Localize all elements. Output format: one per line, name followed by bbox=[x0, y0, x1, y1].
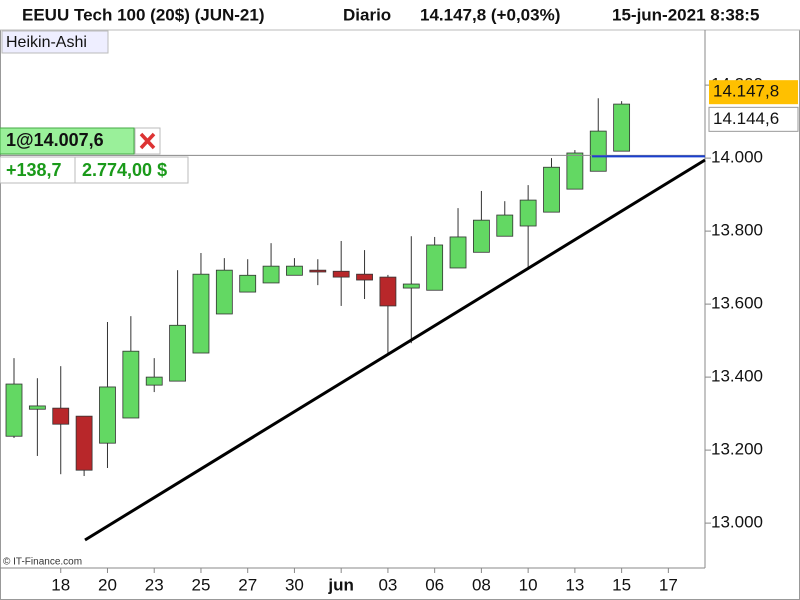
x-tick-label: 15 bbox=[612, 575, 631, 594]
x-tick-label: jun bbox=[327, 575, 354, 594]
candle-body bbox=[262, 265, 280, 284]
candle-body bbox=[145, 376, 163, 386]
close-icon[interactable] bbox=[139, 132, 156, 150]
candle-body bbox=[99, 386, 116, 444]
y-tick-label: 13.400 bbox=[711, 367, 763, 386]
x-tick-label: 30 bbox=[285, 575, 304, 594]
other-price-tag bbox=[708, 106, 799, 132]
x-tick-label: 10 bbox=[519, 575, 538, 594]
candle-body bbox=[239, 274, 257, 293]
position-label: 1@14.007,6 bbox=[6, 130, 104, 150]
last-price-tag bbox=[709, 80, 798, 105]
pnl-amount-box bbox=[74, 156, 189, 184]
x-tick-label: 03 bbox=[378, 575, 397, 594]
candle-body bbox=[309, 269, 327, 273]
pnl-points: +138,7 bbox=[6, 160, 62, 180]
candle-body bbox=[192, 273, 210, 354]
x-tick-label: 18 bbox=[51, 575, 70, 594]
chart-title: EEUU Tech 100 (20$) (JUN-21) bbox=[22, 5, 265, 24]
plot-area: 13.00013.20013.40013.60013.80014.00014.2… bbox=[0, 75, 763, 594]
x-tick-label: 23 bbox=[145, 575, 164, 594]
y-tick-label: 13.800 bbox=[711, 221, 763, 240]
candle-body bbox=[426, 244, 444, 291]
y-tick-label: 13.200 bbox=[711, 440, 763, 459]
candle-body bbox=[5, 383, 23, 437]
candle-body bbox=[75, 415, 93, 471]
y-tick-label: 13.600 bbox=[711, 294, 763, 313]
chart-style: Heikin-Ashi bbox=[6, 34, 87, 51]
close-button[interactable] bbox=[134, 127, 161, 155]
candle-body bbox=[52, 407, 70, 425]
y-tick-label: 13.000 bbox=[711, 513, 763, 532]
candle-body bbox=[379, 276, 397, 307]
candle-body bbox=[28, 405, 46, 410]
period: Diario bbox=[343, 5, 391, 24]
candle-body bbox=[356, 273, 373, 281]
x-tick-label: 17 bbox=[659, 575, 678, 594]
y-tick-label: 14.000 bbox=[711, 148, 763, 167]
timestamp: 15-jun-2021 8:38:5 bbox=[612, 5, 759, 24]
trend-line bbox=[84, 158, 706, 542]
candle-body bbox=[449, 236, 467, 269]
candle-body bbox=[589, 130, 607, 172]
candle-body bbox=[519, 199, 537, 227]
source: © IT-Finance.com bbox=[3, 557, 82, 568]
candle-body bbox=[566, 152, 584, 190]
candle-body bbox=[496, 214, 514, 237]
pnl-points-box bbox=[0, 156, 76, 184]
x-tick-label: 25 bbox=[191, 575, 210, 594]
candle-body bbox=[613, 103, 631, 152]
other-price-label: 14.144,6 bbox=[713, 109, 779, 128]
candle-body bbox=[122, 350, 140, 419]
x-tick-label: 06 bbox=[425, 575, 444, 594]
x-tick-label: 13 bbox=[565, 575, 584, 594]
last-price-label: 14.147,8 bbox=[713, 82, 779, 101]
candle-body bbox=[332, 270, 350, 278]
position-box bbox=[0, 127, 135, 155]
candle-body bbox=[286, 265, 303, 276]
candle-body bbox=[543, 166, 560, 213]
candle-body bbox=[402, 283, 420, 289]
x-tick-label: 27 bbox=[238, 575, 257, 594]
style-box bbox=[1, 30, 109, 54]
overlay: 1@14.007,6 +138,7 2.774,00 $ bbox=[0, 127, 189, 184]
x-tick-label: 20 bbox=[98, 575, 117, 594]
price-change: 14.147,8 (+0,03%) bbox=[420, 5, 560, 24]
candle-body bbox=[169, 324, 186, 382]
header-bar bbox=[0, 0, 800, 30]
x-tick-label: 08 bbox=[472, 575, 491, 594]
pnl-amount: 2.774,00 $ bbox=[82, 160, 167, 180]
candle-body bbox=[215, 269, 233, 315]
candle-body bbox=[472, 219, 490, 253]
